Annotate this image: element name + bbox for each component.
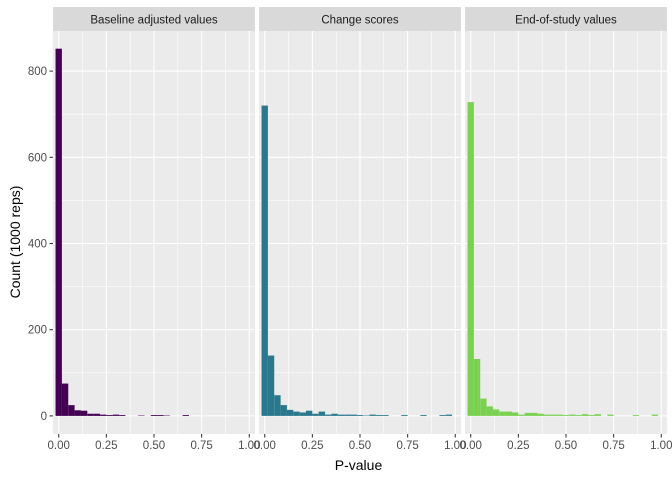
histogram-bar [55,48,62,416]
histogram-bar [306,410,313,416]
histogram-bar [607,414,614,416]
histogram-bar [382,415,389,416]
histogram-bar [80,410,88,416]
histogram-bar [286,409,294,416]
x-tick-label: 1.00 [650,440,672,452]
y-tick-label: 600 [28,152,47,164]
histogram-bar [318,411,326,416]
histogram-bar [325,414,332,416]
facet-strip-label: End-of-study values [515,15,617,27]
histogram-bar [61,383,69,416]
facet-strip [259,7,461,31]
y-tick-label: 400 [28,238,47,250]
histogram-bar [157,415,164,416]
facet-strip [465,7,667,31]
histogram-bar [280,405,287,416]
facet-strip-label: Change scores [321,15,399,27]
histogram-bar [512,412,519,416]
histogram-bar [524,412,532,416]
histogram-bar [87,413,94,416]
histogram-bar [651,414,659,416]
histogram-bar [505,411,513,416]
histogram-bar [74,410,81,416]
facet-strip [53,7,255,31]
histogram-bar [594,414,601,416]
histogram-bar [556,414,563,416]
histogram-bar [562,415,570,416]
histogram-bar [550,414,557,416]
y-axis-title: Count (1000 reps) [7,186,23,299]
x-tick-label: 0.50 [143,440,165,452]
histogram-bar [537,413,544,416]
histogram-bar [499,411,506,416]
histogram-bar [401,415,408,416]
histogram-bar [68,405,75,416]
histogram-bar [480,398,487,416]
x-tick-label: 0.50 [349,440,371,452]
x-tick-label: 0.50 [555,440,577,452]
x-tick-label: 0.25 [507,440,529,452]
histogram-bar [261,105,268,416]
histogram-bar [150,415,158,416]
histogram-bar [581,414,589,416]
histogram-bar [575,415,582,416]
histogram-bar [312,413,319,416]
histogram-bar [445,414,453,416]
x-tick-label: 1.00 [238,440,260,452]
histogram-bar [106,415,113,416]
histogram-bar [331,413,338,416]
x-tick-label: 1.00 [444,440,466,452]
histogram-bar [588,415,595,416]
histogram-bar [274,395,281,416]
histogram-bar [486,406,493,416]
x-tick-label: 0.00 [460,440,482,452]
histogram-bar [350,414,357,416]
x-tick-label: 0.75 [602,440,624,452]
facet-strip-label: Baseline adjusted values [90,15,217,27]
x-tick-label: 0.75 [396,440,418,452]
x-tick-label: 0.75 [190,440,212,452]
histogram-bar [492,409,500,416]
x-tick-label: 0.00 [48,440,70,452]
histogram-bar [299,412,307,416]
histogram-bar [518,414,525,416]
histogram-bar [467,102,474,416]
histogram-bar [267,355,275,416]
histogram-bar [375,415,383,416]
histogram-bar [93,413,101,416]
histogram-bar [473,359,481,416]
histogram-bar [344,414,351,416]
histogram-bar [439,415,446,416]
histogram-bar [632,415,640,416]
histogram-bar [337,414,345,416]
histogram-bar [293,411,300,416]
x-tick-label: 0.00 [254,440,276,452]
histogram-bar [112,414,120,416]
histogram-bar [119,415,126,416]
histogram-bar [369,414,376,416]
histogram-bar [100,414,107,416]
histogram-bar [543,414,551,416]
x-axis-title: P-value [335,457,383,473]
histogram-bar [531,412,538,416]
histogram-bar [182,415,189,416]
y-tick-label: 800 [28,66,47,78]
histogram-bar [420,415,427,416]
histogram-bar [356,415,364,416]
y-tick-label: 200 [28,325,47,337]
x-tick-label: 0.25 [301,440,323,452]
histogram-bar [569,414,576,416]
x-tick-label: 0.25 [95,440,117,452]
y-tick-label: 0 [41,411,47,423]
